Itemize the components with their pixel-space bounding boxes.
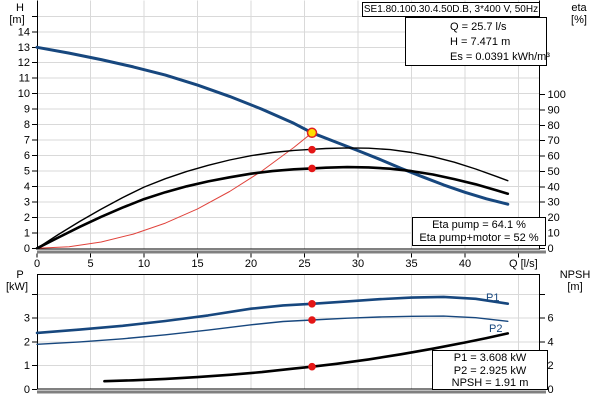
svg-text:3: 3 xyxy=(24,196,30,208)
svg-text:0: 0 xyxy=(24,384,30,396)
svg-text:35: 35 xyxy=(405,258,417,270)
svg-text:6: 6 xyxy=(24,150,30,162)
svg-text:2: 2 xyxy=(24,212,30,224)
svg-text:50: 50 xyxy=(548,166,560,178)
svg-text:80: 80 xyxy=(548,120,560,132)
svg-text:5: 5 xyxy=(24,166,30,178)
svg-text:3: 3 xyxy=(24,313,30,325)
power-axis-unit-kw: [kW] xyxy=(6,281,28,293)
svg-text:10: 10 xyxy=(138,258,150,270)
svg-text:60: 60 xyxy=(548,151,560,163)
right-axis-title-eta: eta xyxy=(571,2,587,14)
svg-text:10: 10 xyxy=(548,227,560,239)
eta-pump-value: Eta pump = 64.1 % xyxy=(432,219,526,231)
left-axis-title-h: H xyxy=(16,2,24,14)
right-axis-unit-percent: [%] xyxy=(571,14,587,26)
svg-text:40: 40 xyxy=(548,181,560,193)
svg-text:90: 90 xyxy=(548,104,560,116)
x-axis-title-q: Q [l/s] xyxy=(509,258,538,270)
p2-value: P2 = 2.925 kW xyxy=(453,364,527,377)
svg-text:30: 30 xyxy=(548,197,560,209)
svg-text:2: 2 xyxy=(548,360,554,372)
svg-text:0: 0 xyxy=(34,258,40,270)
npsh-value: NPSH = 1.91 m xyxy=(451,377,529,389)
efficiency-info-box: Eta pump = 64.1 % Eta pump+motor = 52 % xyxy=(412,217,546,246)
p1-value: P1 = 3.608 kW xyxy=(453,352,527,364)
svg-text:5: 5 xyxy=(87,258,93,270)
pump-title: SE1.80.100.30.4.50D.B, 3*400 V, 50Hz xyxy=(362,2,540,17)
svg-text:100: 100 xyxy=(548,89,566,101)
svg-text:14: 14 xyxy=(18,26,30,38)
svg-text:70: 70 xyxy=(548,135,560,147)
svg-text:8: 8 xyxy=(24,119,30,131)
svg-text:20: 20 xyxy=(548,212,560,224)
svg-text:15: 15 xyxy=(191,258,203,270)
svg-text:11: 11 xyxy=(19,73,30,85)
svg-text:4: 4 xyxy=(24,181,30,193)
duty-point-info-box: Q = 25.7 l/s H = 7.471 m Es = 0.0391 kWh… xyxy=(405,17,550,66)
svg-text:12: 12 xyxy=(18,57,30,69)
svg-text:1: 1 xyxy=(24,360,30,372)
left-axis-unit-m: [m] xyxy=(9,14,25,26)
svg-text:1: 1 xyxy=(24,227,30,239)
p2-curve-label: P2 xyxy=(489,323,503,335)
svg-text:6: 6 xyxy=(548,313,554,325)
svg-text:13: 13 xyxy=(18,42,30,54)
eta-pump-motor-value: Eta pump+motor = 52 % xyxy=(419,232,539,244)
svg-text:4: 4 xyxy=(548,336,554,348)
svg-text:0: 0 xyxy=(24,243,30,255)
power-axis-title-p: P xyxy=(16,269,24,281)
svg-text:20: 20 xyxy=(245,258,257,270)
svg-text:10: 10 xyxy=(18,88,30,100)
power-npsh-info-box: P1 = 3.608 kW P2 = 2.925 kW NPSH = 1.91 … xyxy=(432,350,548,390)
svg-text:25: 25 xyxy=(298,258,310,270)
svg-text:2: 2 xyxy=(24,336,30,348)
duty-specific-energy-value: Es = 0.0391 kWh/m³ xyxy=(450,51,550,63)
svg-text:9: 9 xyxy=(24,104,30,116)
npsh-axis-title: NPSH xyxy=(559,269,591,281)
duty-flow-value: Q = 25.7 l/s xyxy=(450,21,507,33)
svg-text:40: 40 xyxy=(459,258,471,270)
svg-text:7: 7 xyxy=(24,135,30,147)
svg-text:30: 30 xyxy=(352,258,364,270)
npsh-axis-unit-m: [m] xyxy=(567,281,583,293)
svg-text:0: 0 xyxy=(548,243,554,255)
svg-text:0: 0 xyxy=(548,384,554,396)
p1-curve-label: P1 xyxy=(486,292,500,304)
duty-head-value: H = 7.471 m xyxy=(450,36,511,48)
